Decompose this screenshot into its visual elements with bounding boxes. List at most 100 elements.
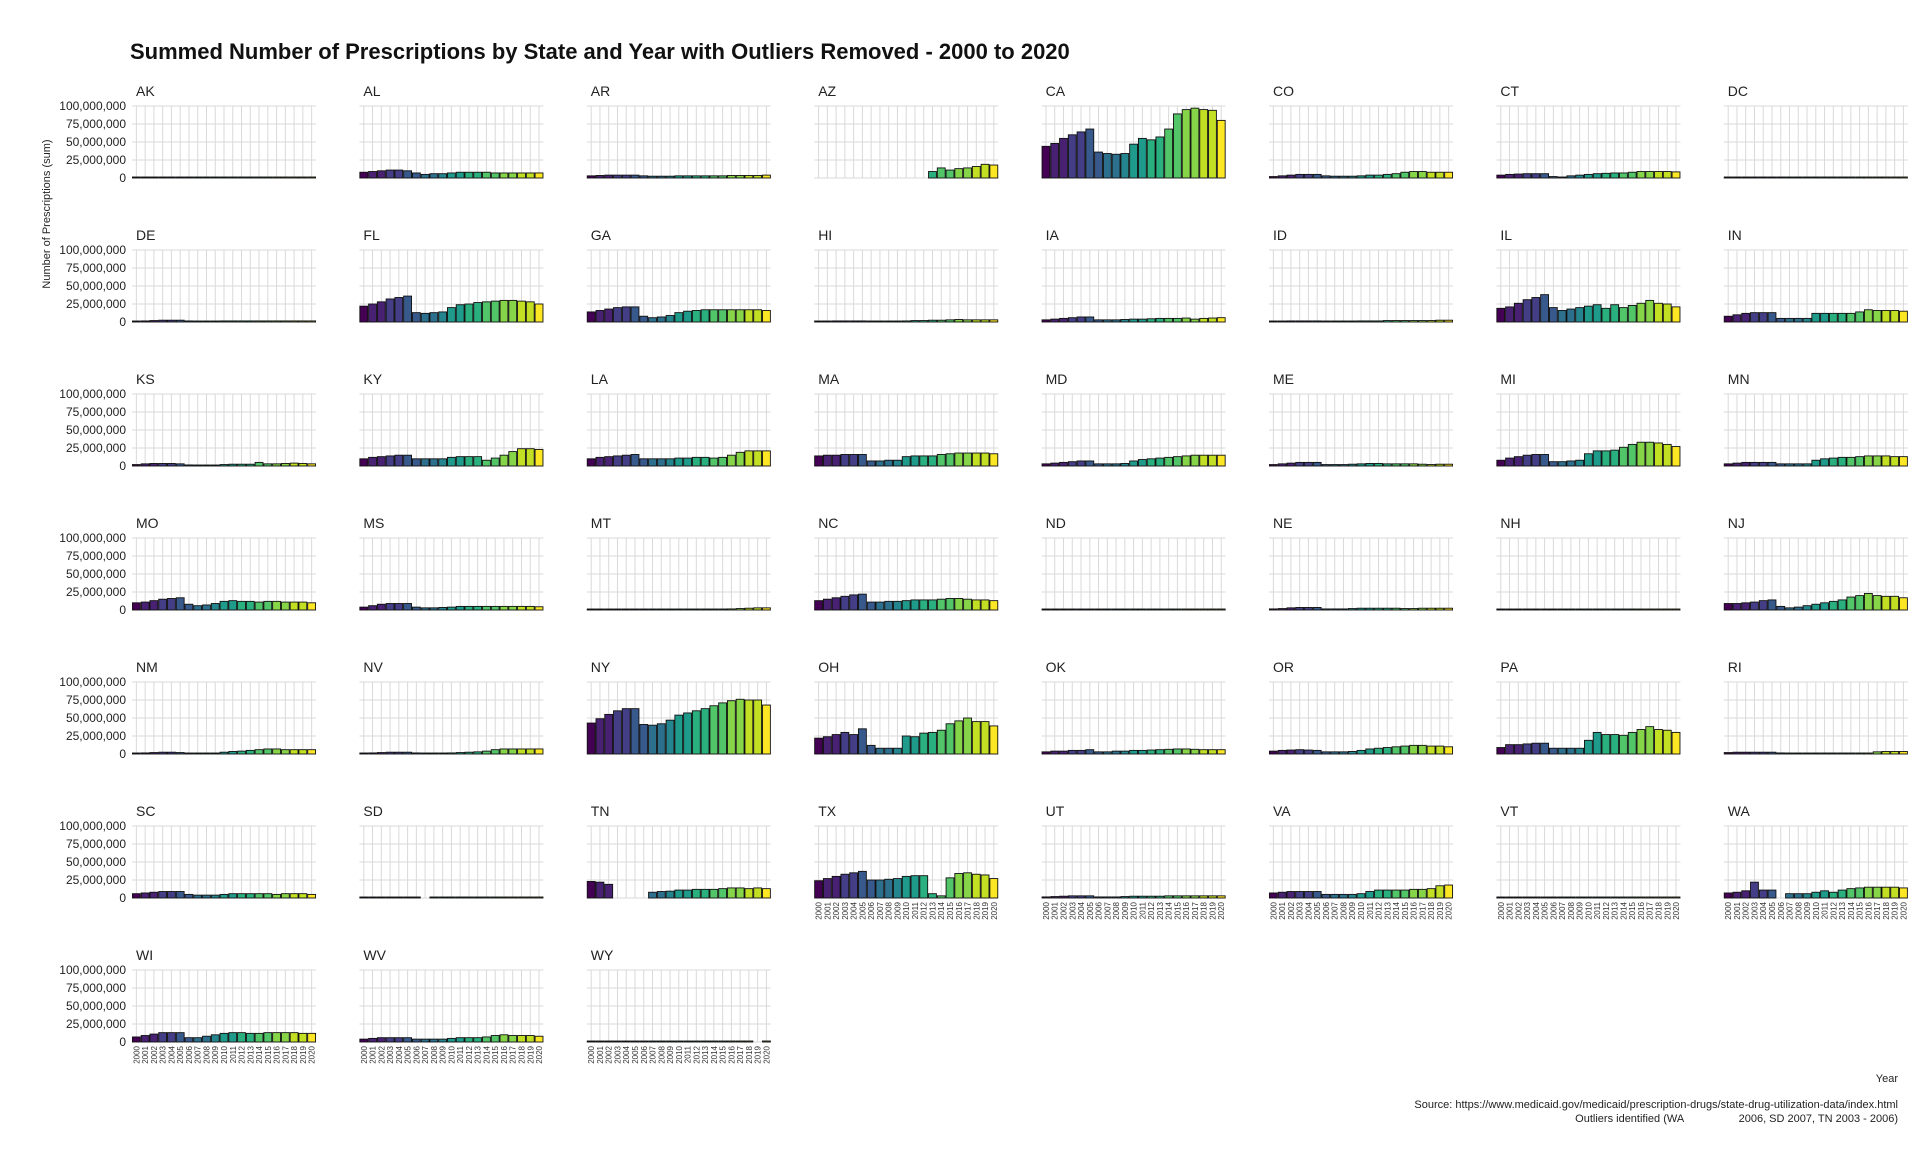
bar-ks-2018 — [289, 462, 299, 467]
bar-nj-2009 — [1802, 605, 1812, 611]
bar-oh-2001 — [822, 736, 832, 755]
x-tick-label: 2017 — [1191, 901, 1200, 919]
bar-tx-2004 — [849, 872, 859, 899]
bar-il-2012 — [1601, 307, 1611, 323]
bar-ok-2018 — [1199, 749, 1209, 755]
facet-panel-me: ME — [1268, 371, 1454, 467]
bar-ga-2020 — [762, 310, 771, 323]
bar-ok-2014 — [1164, 748, 1174, 755]
bar-ks-2005 — [175, 463, 185, 467]
facet-label: TX — [818, 803, 837, 819]
bar-co-2001 — [1277, 175, 1287, 179]
x-tick-label: 2009 — [1576, 901, 1585, 919]
bar-tn-2011 — [683, 889, 692, 899]
bar-wi-2001 — [140, 1035, 150, 1043]
bar-ia-2010 — [1129, 318, 1139, 323]
bar-de-2008 — [202, 320, 211, 323]
bar-mt-2014 — [709, 608, 719, 611]
bar-tx-2017 — [963, 872, 972, 899]
bar-dc-2005 — [1767, 176, 1777, 179]
bar-al-2009 — [438, 173, 448, 179]
bar-mn-2002 — [1741, 461, 1751, 467]
x-tick-label: 2001 — [369, 1045, 378, 1063]
bar-co-2020 — [1444, 171, 1454, 179]
x-tick-label: 2005 — [1086, 901, 1095, 919]
bar-ar-2002 — [604, 174, 614, 179]
bar-va-2007 — [1330, 893, 1340, 899]
bar-sd-2012 — [464, 896, 474, 899]
bar-va-2000 — [1268, 892, 1278, 899]
bar-ia-2013 — [1155, 317, 1165, 323]
bar-vt-2016 — [1636, 896, 1646, 899]
bar-or-2020 — [1444, 746, 1454, 755]
bar-wy-2015 — [718, 1040, 728, 1043]
bar-nm-2016 — [272, 748, 281, 755]
bar-nj-2017 — [1872, 595, 1882, 611]
bar-ms-2010 — [447, 606, 456, 611]
bar-co-2018 — [1426, 171, 1436, 179]
bar-wa-2012 — [1828, 891, 1838, 899]
bar-nm-2020 — [307, 749, 317, 755]
x-tick-label: 2020 — [1672, 901, 1681, 919]
bar-ma-2018 — [971, 452, 981, 467]
bar-la-2004 — [621, 454, 631, 467]
facet-panel-in: IN — [1723, 227, 1908, 323]
facet-panel-wi: WI 0 25,000,000 50,000,000 75,000,000 100,000… — [59, 947, 316, 1064]
bar-mi-2014 — [1619, 446, 1628, 467]
bar-sc-2009 — [210, 894, 220, 899]
bar-la-2007 — [648, 458, 657, 467]
bar-hi-2009 — [893, 320, 902, 323]
facet-panel-co: CO — [1268, 83, 1454, 179]
bar-il-2005 — [1540, 294, 1549, 323]
y-tick-label: 75,000,000 — [66, 117, 126, 131]
bar-mi-2002 — [1513, 456, 1523, 467]
bar-va-2004 — [1304, 891, 1313, 899]
bar-ar-2013 — [700, 175, 710, 179]
bar-va-2017 — [1417, 888, 1427, 899]
bar-co-2011 — [1365, 174, 1375, 179]
x-tick-label: 2008 — [202, 1045, 211, 1063]
bar-vt-2001 — [1505, 896, 1514, 899]
bar-il-2003 — [1522, 299, 1532, 323]
bar-ok-2011 — [1137, 749, 1147, 755]
bar-mi-2015 — [1627, 443, 1637, 467]
bar-ne-2006 — [1321, 608, 1331, 611]
bar-ri-2006 — [1776, 752, 1786, 755]
bar-in-2010 — [1811, 312, 1821, 323]
bar-pa-2001 — [1505, 744, 1514, 755]
bar-me-2006 — [1321, 464, 1331, 467]
bar-vt-2011 — [1592, 896, 1602, 899]
bar-fl-2020 — [534, 303, 544, 323]
bar-mt-2015 — [718, 608, 728, 611]
bar-id-2001 — [1277, 320, 1287, 323]
x-tick-label: 2020 — [308, 1045, 317, 1063]
bar-mi-2011 — [1592, 450, 1602, 467]
x-tick-label: 2012 — [1829, 901, 1838, 919]
bar-mt-2016 — [726, 608, 736, 611]
source-caption: Source: https://www.medicaid.gov/medicai… — [1414, 1099, 1898, 1111]
bar-ar-2006 — [639, 175, 649, 179]
bar-ma-2012 — [919, 455, 929, 467]
bar-tn-2001 — [595, 881, 605, 899]
bar-md-2004 — [1076, 460, 1086, 467]
bar-az-2014 — [936, 167, 946, 179]
bar-ks-2010 — [219, 464, 229, 467]
bar-nd-2009 — [1120, 608, 1130, 611]
bar-ut-2015 — [1173, 895, 1182, 899]
facet-label: AL — [363, 83, 380, 99]
bar-ca-2003 — [1067, 134, 1077, 179]
bar-wa-2019 — [1890, 886, 1900, 899]
bar-nc-2018 — [971, 599, 981, 611]
bar-ga-2003 — [613, 307, 622, 323]
bar-al-2008 — [429, 173, 439, 179]
bar-nc-2007 — [875, 601, 885, 611]
facet-label: CT — [1500, 83, 1519, 99]
facet-panel-dc: DC — [1723, 83, 1908, 179]
bar-wv-2011 — [455, 1037, 465, 1043]
facet-panel-ms: MS — [359, 515, 544, 611]
bar-la-2016 — [726, 454, 736, 467]
bar-tx-2010 — [901, 875, 911, 899]
bar-wa-2016 — [1863, 886, 1873, 899]
bar-ky-2020 — [534, 448, 544, 467]
bar-ca-2018 — [1199, 109, 1209, 179]
